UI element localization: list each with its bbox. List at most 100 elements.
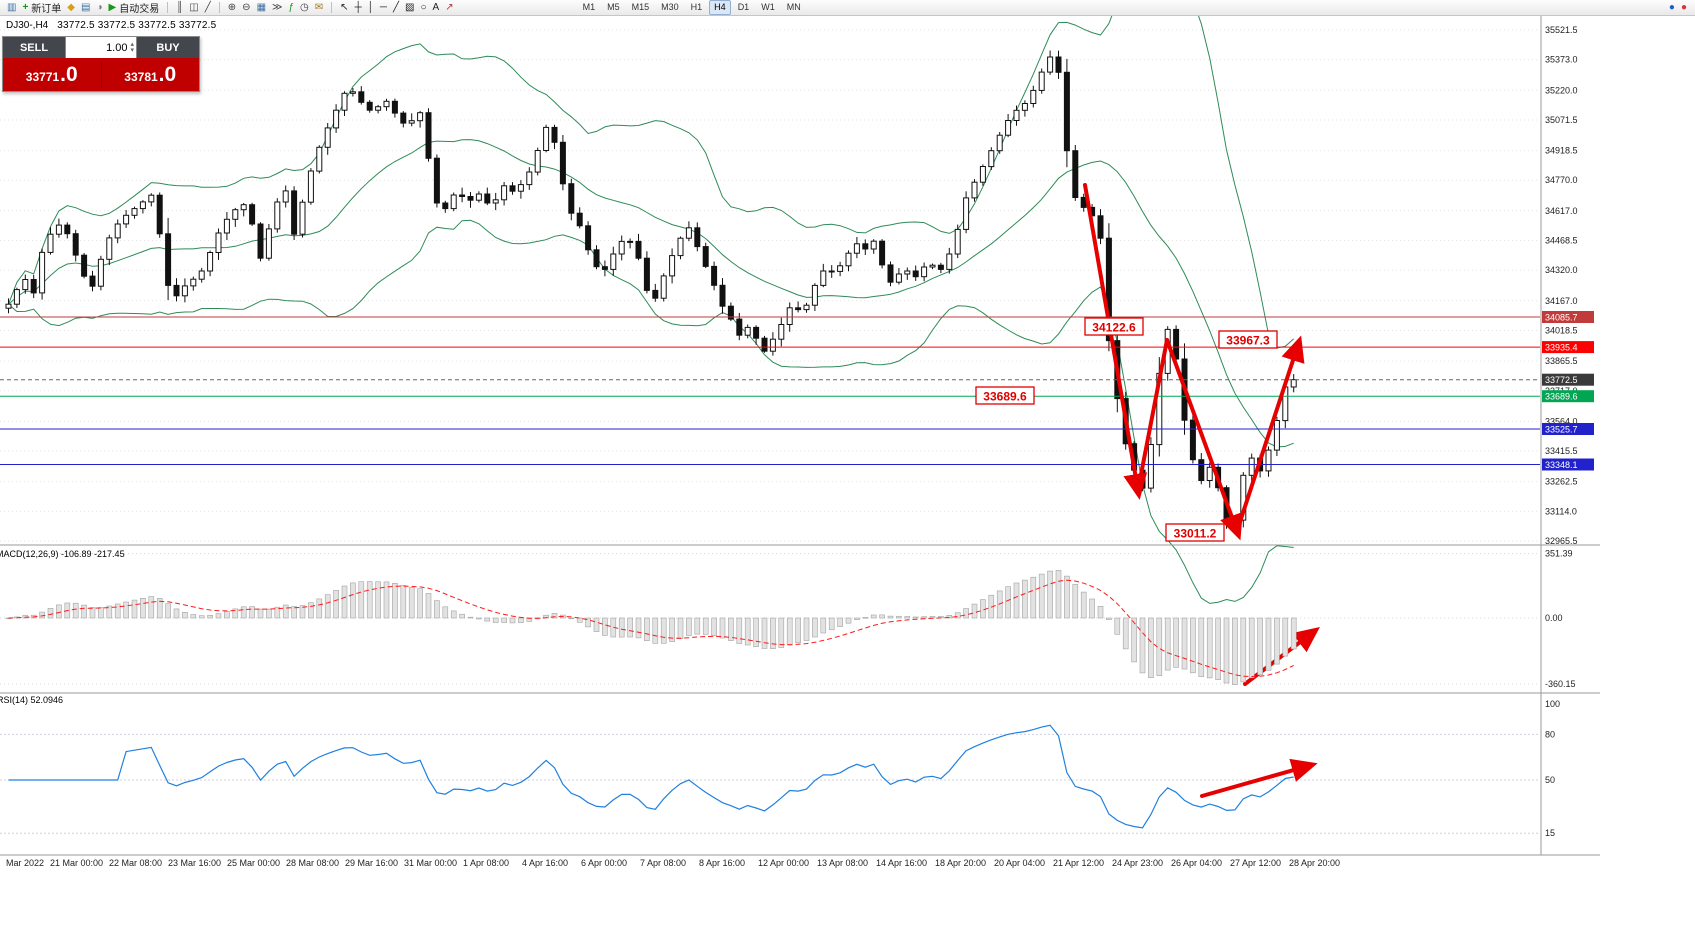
indicators-icon[interactable]: ƒ — [285, 1, 297, 15]
panel-separators — [0, 16, 1600, 856]
templates-icon-glyph: ✉ — [314, 1, 324, 13]
timeframe-h1-button[interactable]: H1 — [690, 2, 703, 12]
svg-text:33525.7: 33525.7 — [1545, 425, 1578, 435]
svg-text:34617.0: 34617.0 — [1545, 206, 1578, 216]
svg-text:14 Apr 16:00: 14 Apr 16:00 — [876, 858, 927, 868]
macd-signal-line — [8, 579, 1294, 678]
auto-trading-button[interactable]: ▶ 自动交易 — [106, 1, 163, 16]
svg-text:12 Apr 00:00: 12 Apr 00:00 — [758, 858, 809, 868]
sell-price-main: 33771 — [25, 69, 60, 84]
svg-text:21 Mar 00:00: 21 Mar 00:00 — [50, 858, 103, 868]
horizontal-line-icon[interactable]: ─ — [377, 1, 390, 15]
svg-text:34122.6: 34122.6 — [1092, 321, 1136, 335]
price-axis[interactable]: 35521.5 35373.0 35220.0 35071.5 34918.5 34770… — [1542, 25, 1594, 546]
line-chart-icon-glyph: ╱ — [204, 1, 211, 13]
volume-down-icon[interactable]: ▾ — [130, 46, 134, 54]
rsi-panel: RSI(14) 52.0946 100 80 50 15 — [0, 695, 1560, 838]
volume-value: 1.00 — [106, 41, 128, 54]
tile-windows-icon-glyph: ▦ — [256, 1, 267, 13]
svg-text:35071.5: 35071.5 — [1545, 115, 1578, 125]
svg-text:-360.15: -360.15 — [1545, 679, 1576, 689]
svg-text:23 Mar 16:00: 23 Mar 16:00 — [168, 858, 221, 868]
timeframe-d1-button[interactable]: D1 — [737, 2, 750, 12]
svg-text:31 Mar 00:00: 31 Mar 00:00 — [404, 858, 457, 868]
timeframe-toolbar: M1 M5 M15 M30 H1 H4 D1 W1 MN — [577, 0, 807, 15]
svg-text:1 Apr 08:00: 1 Apr 08:00 — [463, 858, 509, 868]
bar-chart-icon[interactable]: ║ — [173, 1, 186, 15]
horizontal-level-lines — [0, 316, 1540, 465]
sell-price[interactable]: 33771.0 — [3, 63, 101, 87]
tile-windows-icon[interactable]: ▦ — [254, 1, 269, 15]
vertical-line-icon[interactable]: │ — [365, 1, 377, 15]
ellipse-icon[interactable]: ○ — [417, 1, 429, 15]
timeframe-mn-button[interactable]: MN — [786, 2, 801, 12]
buy-price[interactable]: 33781.0 — [102, 63, 200, 87]
favorites-icon[interactable]: ◆ — [64, 1, 78, 15]
timeframe-m15-button[interactable]: M15 — [631, 2, 650, 12]
templates-icon[interactable]: ✉ — [312, 1, 326, 15]
channel-icon-glyph: ▨ — [405, 1, 415, 13]
auto-scroll-icon[interactable]: ≫ — [269, 1, 285, 15]
timeframe-h4-button[interactable]: H4 — [709, 0, 731, 15]
zoom-out-icon[interactable]: ⊖ — [239, 1, 253, 15]
svg-text:15: 15 — [1545, 828, 1555, 838]
svg-text:33262.5: 33262.5 — [1545, 477, 1578, 487]
volume-up-icon[interactable]: ▴ — [130, 40, 134, 48]
trendline-icon[interactable]: ╱ — [390, 1, 402, 15]
arrows-tool-icon[interactable]: ↗ — [442, 1, 456, 15]
line-chart-icon[interactable]: ╱ — [202, 1, 214, 15]
svg-text:33689.6: 33689.6 — [1545, 392, 1578, 402]
time-axis[interactable]: Mar 2022 21 Mar 00:00 22 Mar 08:00 23 Mar 1… — [6, 858, 1340, 868]
bollinger-bands — [8, 0, 1295, 604]
new-order-button-label: 新订单 — [31, 4, 62, 15]
svg-text:32965.5: 32965.5 — [1545, 536, 1578, 546]
cursor-icon[interactable]: ↖ — [337, 1, 351, 15]
volume-field[interactable]: 1.00 ▴ ▾ — [65, 37, 137, 58]
toolbar-separator — [167, 2, 169, 13]
crosshair-icon[interactable]: ┼ — [352, 1, 365, 15]
ohlc-values: 33772.5 33772.5 33772.5 33772.5 — [57, 20, 217, 31]
macd-histogram — [5, 570, 1297, 685]
sell-button[interactable]: SELL — [3, 37, 65, 58]
timeframe-m5-button[interactable]: M5 — [607, 2, 620, 12]
svg-text:100: 100 — [1545, 699, 1560, 709]
toolbar-separator — [331, 2, 333, 13]
svg-text:33689.6: 33689.6 — [983, 390, 1027, 404]
candlestick-chart-icon[interactable]: ◫ — [186, 1, 201, 15]
svg-text:21 Apr 12:00: 21 Apr 12:00 — [1053, 858, 1104, 868]
channel-icon[interactable]: ▨ — [402, 1, 417, 15]
svg-text:20 Apr 04:00: 20 Apr 04:00 — [994, 858, 1045, 868]
zoom-out-icon-glyph: ⊖ — [242, 1, 251, 13]
charts-window-icon[interactable]: ▥ — [4, 1, 19, 15]
svg-text:22 Mar 08:00: 22 Mar 08:00 — [109, 858, 162, 868]
volume-spinner: ▴ ▾ — [130, 40, 134, 54]
sell-price-frac: .0 — [60, 62, 78, 86]
zoom-in-icon[interactable]: ⊕ — [225, 1, 239, 15]
rsi-line — [8, 724, 1294, 829]
svg-text:33772.5: 33772.5 — [1545, 375, 1578, 385]
price-divider — [100, 61, 102, 88]
market-watch-icon[interactable]: ▤ — [78, 1, 93, 15]
crosshair-icon-glyph: ┼ — [354, 1, 362, 13]
svg-text:34320.0: 34320.0 — [1545, 265, 1578, 275]
new-order-button[interactable]: + 新订单 — [19, 1, 64, 16]
connection-status-icon[interactable]: ● — [1668, 1, 1675, 13]
navigator-icon[interactable]: ◑ — [93, 1, 105, 15]
svg-text:28 Apr 20:00: 28 Apr 20:00 — [1289, 858, 1340, 868]
periods-icon[interactable]: ◷ — [297, 1, 312, 15]
notification-icon[interactable]: ● — [1680, 1, 1687, 13]
text-tool-icon[interactable]: A — [430, 1, 443, 15]
svg-text:0.00: 0.00 — [1545, 613, 1563, 623]
svg-text:34918.5: 34918.5 — [1545, 146, 1578, 156]
buy-button[interactable]: BUY — [137, 37, 199, 58]
svg-text:33865.5: 33865.5 — [1545, 356, 1578, 366]
timeframe-m30-button[interactable]: M30 — [661, 2, 679, 12]
svg-text:34085.7: 34085.7 — [1545, 313, 1578, 323]
charts-window-icon-glyph: ▥ — [7, 1, 17, 13]
auto-scroll-icon-glyph: ≫ — [272, 1, 283, 13]
trade-panel-prices-row: 33771.0 33781.0 — [3, 58, 199, 91]
timeframe-m1-button[interactable]: M1 — [582, 2, 596, 12]
timeframe-w1-button[interactable]: W1 — [761, 2, 775, 12]
